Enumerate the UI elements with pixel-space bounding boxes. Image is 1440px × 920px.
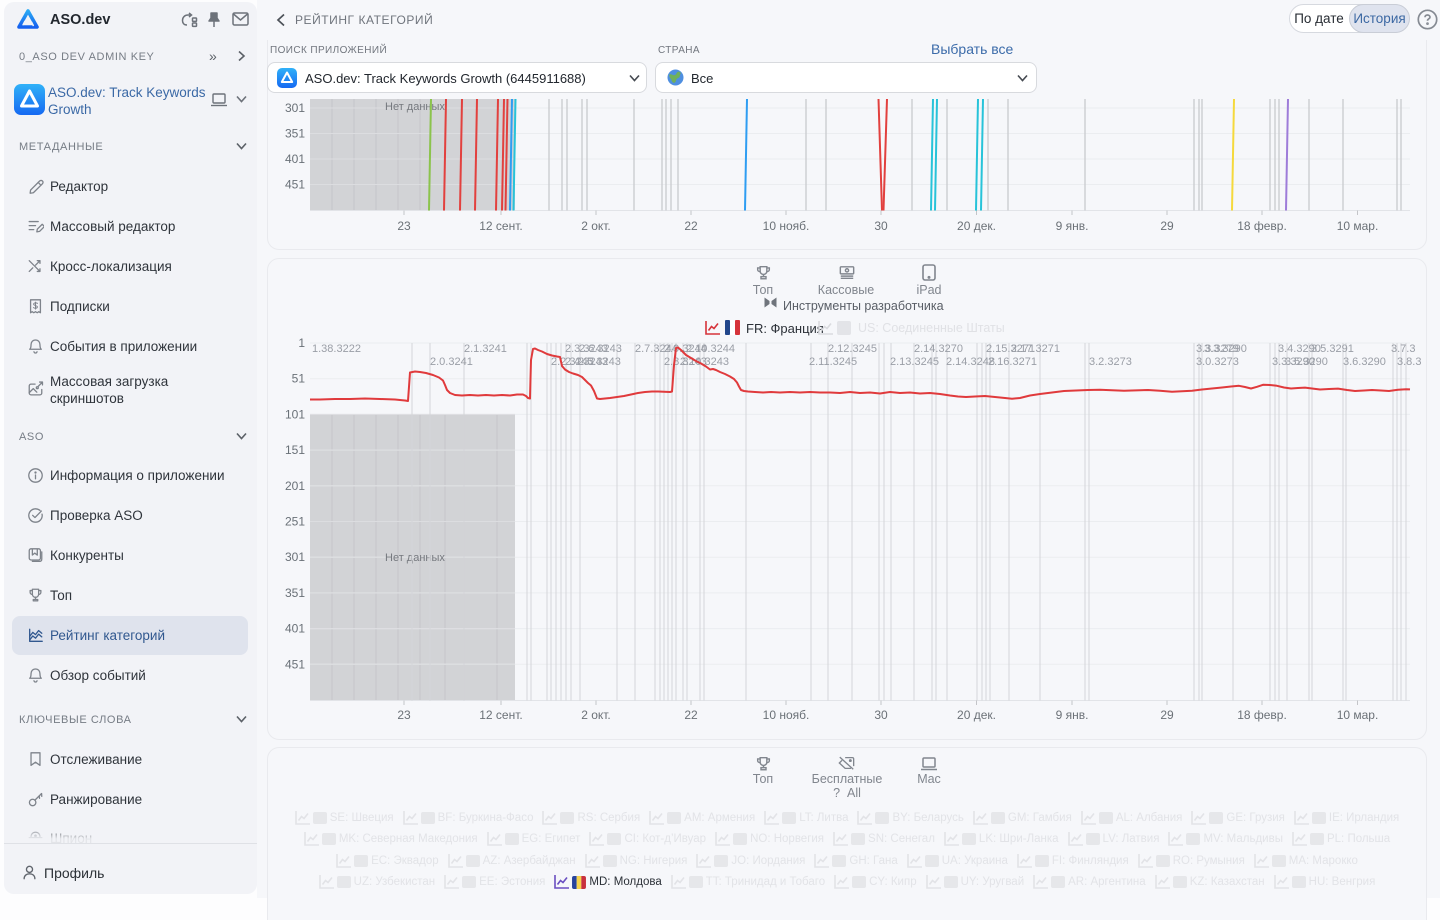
svg-text:2 окт.: 2 окт. — [581, 219, 611, 233]
svg-text:10 мар.: 10 мар. — [1337, 708, 1379, 722]
svg-text:301: 301 — [285, 550, 305, 564]
svg-text:18 февр.: 18 февр. — [1237, 708, 1287, 722]
svg-text:3.5.3290: 3.5.3290 — [1285, 356, 1328, 368]
svg-text:2.12.3245: 2.12.3245 — [828, 343, 877, 355]
svg-text:18 февр.: 18 февр. — [1237, 219, 1287, 233]
svg-text:9 янв.: 9 янв. — [1056, 219, 1089, 233]
svg-text:351: 351 — [285, 127, 305, 141]
svg-text:201: 201 — [285, 479, 305, 493]
svg-text:1: 1 — [298, 336, 305, 350]
svg-text:51: 51 — [292, 372, 306, 386]
svg-text:101: 101 — [285, 407, 305, 421]
svg-text:2.3.3243: 2.3.3243 — [565, 343, 608, 355]
svg-text:Нет данных: Нет данных — [385, 552, 445, 564]
svg-text:251: 251 — [285, 515, 305, 529]
svg-text:10 нояб.: 10 нояб. — [763, 708, 810, 722]
svg-text:29: 29 — [1160, 708, 1174, 722]
svg-text:10 мар.: 10 мар. — [1337, 219, 1379, 233]
svg-text:3.8.3: 3.8.3 — [1397, 356, 1421, 368]
svg-text:30: 30 — [874, 219, 888, 233]
svg-text:151: 151 — [285, 443, 305, 457]
svg-text:3.3.3279: 3.3.3279 — [1196, 343, 1239, 355]
svg-text:2.14.3248: 2.14.3248 — [946, 356, 995, 368]
svg-text:2.16.3271: 2.16.3271 — [988, 356, 1037, 368]
svg-text:3.7.3: 3.7.3 — [1391, 343, 1415, 355]
svg-text:2.0.3241: 2.0.3241 — [430, 356, 473, 368]
svg-text:3.2.3273: 3.2.3273 — [1089, 356, 1132, 368]
svg-text:2.14.3270: 2.14.3270 — [914, 343, 963, 355]
svg-text:401: 401 — [285, 152, 305, 166]
svg-text:1.38.3222: 1.38.3222 — [312, 343, 361, 355]
svg-text:3.6.3290: 3.6.3290 — [1343, 356, 1386, 368]
svg-text:12 сент.: 12 сент. — [479, 219, 522, 233]
svg-text:451: 451 — [285, 178, 305, 192]
svg-text:3.0.3273: 3.0.3273 — [1196, 356, 1239, 368]
svg-text:10 нояб.: 10 нояб. — [763, 219, 810, 233]
svg-text:2.10.3244: 2.10.3244 — [686, 343, 735, 355]
svg-text:351: 351 — [285, 586, 305, 600]
svg-text:3.4.3290: 3.4.3290 — [1278, 343, 1321, 355]
svg-text:2.15.3271: 2.15.3271 — [986, 343, 1035, 355]
svg-text:3.3.3290: 3.3.3290 — [1204, 343, 1247, 355]
svg-text:20 дек.: 20 дек. — [957, 708, 996, 722]
svg-text:2 окт.: 2 окт. — [581, 708, 611, 722]
svg-text:451: 451 — [285, 657, 305, 671]
svg-text:30: 30 — [874, 708, 888, 722]
svg-text:20 дек.: 20 дек. — [957, 219, 996, 233]
svg-text:2.5.3243: 2.5.3243 — [578, 356, 621, 368]
svg-text:301: 301 — [285, 101, 305, 115]
svg-text:2.7.3244: 2.7.3244 — [635, 343, 678, 355]
svg-text:3.3.3290: 3.3.3290 — [1272, 356, 1315, 368]
svg-text:2.6.3243: 2.6.3243 — [579, 343, 622, 355]
svg-text:Нет данных: Нет данных — [385, 101, 445, 113]
svg-text:2.4.3243: 2.4.3243 — [565, 356, 608, 368]
svg-text:401: 401 — [285, 622, 305, 636]
svg-text:9 янв.: 9 янв. — [1056, 708, 1089, 722]
svg-text:12 сент.: 12 сент. — [479, 708, 522, 722]
svg-text:2.17.3271: 2.17.3271 — [1011, 343, 1060, 355]
svg-text:2.13.3245: 2.13.3245 — [890, 356, 939, 368]
svg-text:2.1.3241: 2.1.3241 — [464, 343, 507, 355]
svg-text:29: 29 — [1160, 219, 1174, 233]
svg-text:22: 22 — [684, 219, 698, 233]
svg-text:23: 23 — [397, 708, 411, 722]
svg-text:3.5.3291: 3.5.3291 — [1311, 343, 1354, 355]
svg-text:23: 23 — [397, 219, 411, 233]
svg-text:22: 22 — [684, 708, 698, 722]
svg-text:2.11.3245: 2.11.3245 — [809, 356, 857, 368]
